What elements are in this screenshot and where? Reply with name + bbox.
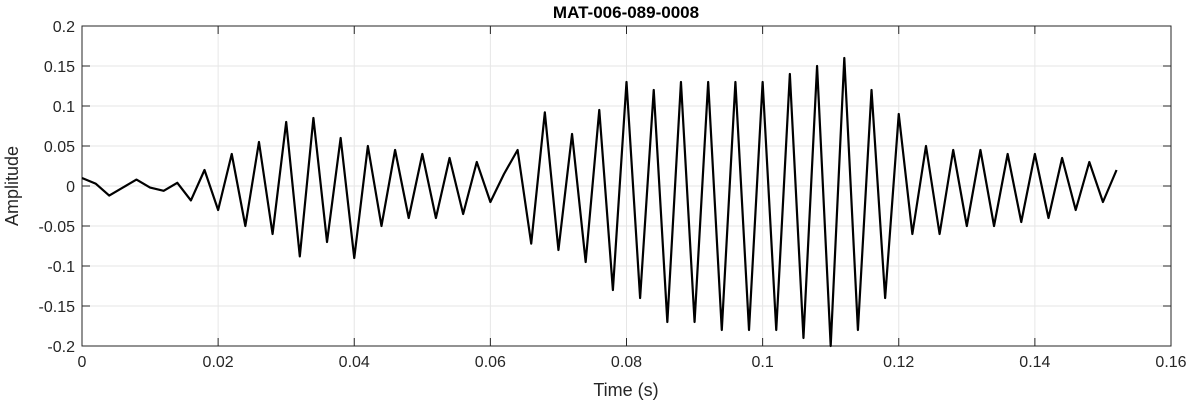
y-tick-label: -0.1 [47,259,75,276]
x-tick-labels: 0 0.02 0.04 0.06 0.08 0.1 0.12 0.14 0.16 [78,354,1187,371]
x-tick-label: 0.06 [475,354,506,371]
y-tick-label: -0.15 [39,299,76,316]
series-layer [81,56,1118,348]
y-tick-label: 0.05 [44,139,75,156]
axis-ticks [81,25,1172,347]
x-tick-label: 0.08 [611,354,642,371]
waveform-line [81,56,1118,348]
x-tick-label: 0.1 [752,354,774,371]
y-tick-label: 0.1 [53,99,75,116]
x-tick-label: 0 [78,354,87,371]
x-tick-label: 0.16 [1155,354,1186,371]
y-tick-label: 0.2 [53,19,75,36]
y-tick-labels: -0.2 -0.15 -0.1 -0.05 0 0.05 0.1 0.15 0.2 [39,19,76,356]
y-tick-label: -0.2 [47,339,75,356]
x-tick-label: 0.12 [883,354,914,371]
x-tick-label: 0.04 [339,354,370,371]
chart-title: MAT-006-089-0008 [553,3,699,22]
y-tick-label: 0.15 [44,59,75,76]
x-tick-label: 0.02 [203,354,234,371]
y-tick-label: 0 [66,179,75,196]
x-tick-label: 0.14 [1019,354,1050,371]
x-axis-label: Time (s) [593,380,658,400]
y-tick-label: -0.05 [39,219,76,236]
y-axis-label: Amplitude [2,146,22,226]
